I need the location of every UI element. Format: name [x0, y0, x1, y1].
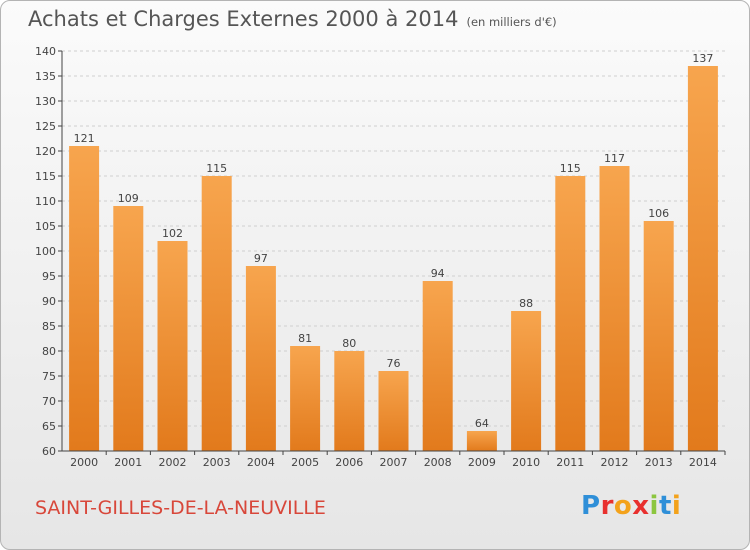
logo-letter: t — [658, 491, 672, 521]
chart-unit: (en milliers d'€) — [466, 15, 557, 29]
x-tick-label: 2009 — [468, 456, 496, 469]
x-tick-label: 2007 — [380, 456, 408, 469]
y-tick-label: 140 — [35, 45, 56, 58]
x-tick-label: 2001 — [114, 456, 142, 469]
bar-2013 — [643, 221, 674, 451]
data-label-2012: 117 — [604, 152, 625, 165]
axes — [58, 50, 726, 455]
x-tick-label: 2010 — [512, 456, 540, 469]
bar-2005 — [290, 346, 321, 451]
bar-2010 — [511, 311, 542, 451]
x-tick-label: 2004 — [247, 456, 275, 469]
x-tick-label: 2008 — [424, 456, 452, 469]
bars — [69, 66, 718, 451]
bar-2007 — [378, 371, 409, 451]
x-tick-label: 2006 — [335, 456, 363, 469]
y-tick-label: 105 — [35, 220, 56, 233]
logo-letter: P — [581, 491, 601, 521]
y-tick-label: 80 — [42, 345, 56, 358]
chart-title: Achats et Charges Externes 2000 à 2014 (e… — [28, 7, 557, 31]
bar-2002 — [157, 241, 188, 451]
data-label-2006: 80 — [342, 337, 356, 350]
chart-title-text: Achats et Charges Externes 2000 à 2014 — [28, 7, 459, 31]
x-tick-label: 2014 — [689, 456, 717, 469]
data-label-2001: 109 — [118, 192, 139, 205]
y-tick-label: 70 — [42, 395, 56, 408]
x-tick-label: 2000 — [70, 456, 98, 469]
data-label-2009: 64 — [475, 417, 489, 430]
bar-2009 — [466, 431, 497, 451]
y-tick-label: 135 — [35, 70, 56, 83]
x-tick-label: 2011 — [556, 456, 584, 469]
data-label-2011: 115 — [560, 162, 581, 175]
y-tick-label: 110 — [35, 195, 56, 208]
x-tick-label: 2012 — [601, 456, 629, 469]
y-tick-label: 115 — [35, 170, 56, 183]
data-label-2007: 76 — [387, 357, 401, 370]
x-tick-label: 2002 — [159, 456, 187, 469]
y-tick-label: 85 — [42, 320, 56, 333]
bar-2012 — [599, 166, 630, 451]
y-tick-label: 65 — [42, 420, 56, 433]
y-tick-label: 60 — [42, 445, 56, 458]
data-label-2000: 121 — [74, 132, 95, 145]
logo-letter: i — [671, 491, 682, 521]
y-tick-label: 75 — [42, 370, 56, 383]
data-label-2003: 115 — [206, 162, 227, 175]
data-label-2002: 102 — [162, 227, 183, 240]
y-tick-label: 120 — [35, 145, 56, 158]
logo-letter: r — [600, 491, 614, 521]
bar-2000 — [69, 146, 100, 451]
bar-2011 — [555, 176, 586, 451]
logo-letter: x — [632, 491, 650, 521]
data-label-2008: 94 — [431, 267, 445, 280]
data-label-2004: 97 — [254, 252, 268, 265]
y-tick-label: 125 — [35, 120, 56, 133]
bar-2004 — [245, 266, 276, 451]
data-label-2013: 106 — [648, 207, 669, 220]
logo-letter: o — [613, 491, 633, 521]
y-tick-label: 130 — [35, 95, 56, 108]
logo-letter: i — [649, 491, 659, 521]
commune-name: SAINT-GILLES-DE-LA-NEUVILLE — [35, 497, 326, 519]
bar-2006 — [334, 351, 365, 451]
bar-2001 — [113, 206, 144, 451]
proxiti-logo: Proxiti — [581, 491, 681, 521]
data-label-2014: 137 — [692, 52, 713, 65]
x-tick-label: 2005 — [291, 456, 319, 469]
data-label-2005: 81 — [298, 332, 312, 345]
y-tick-label: 90 — [42, 295, 56, 308]
y-tick-label: 95 — [42, 270, 56, 283]
x-tick-label: 2013 — [645, 456, 673, 469]
bar-2014 — [687, 66, 718, 451]
data-label-2010: 88 — [519, 297, 533, 310]
bar-2008 — [422, 281, 453, 451]
x-tick-label: 2003 — [203, 456, 231, 469]
bar-2003 — [201, 176, 232, 451]
labels: 60 65 70 75 80 85 90 95 100 105 110 115 120 125 130 135… — [35, 45, 717, 469]
y-tick-label: 100 — [35, 245, 56, 258]
